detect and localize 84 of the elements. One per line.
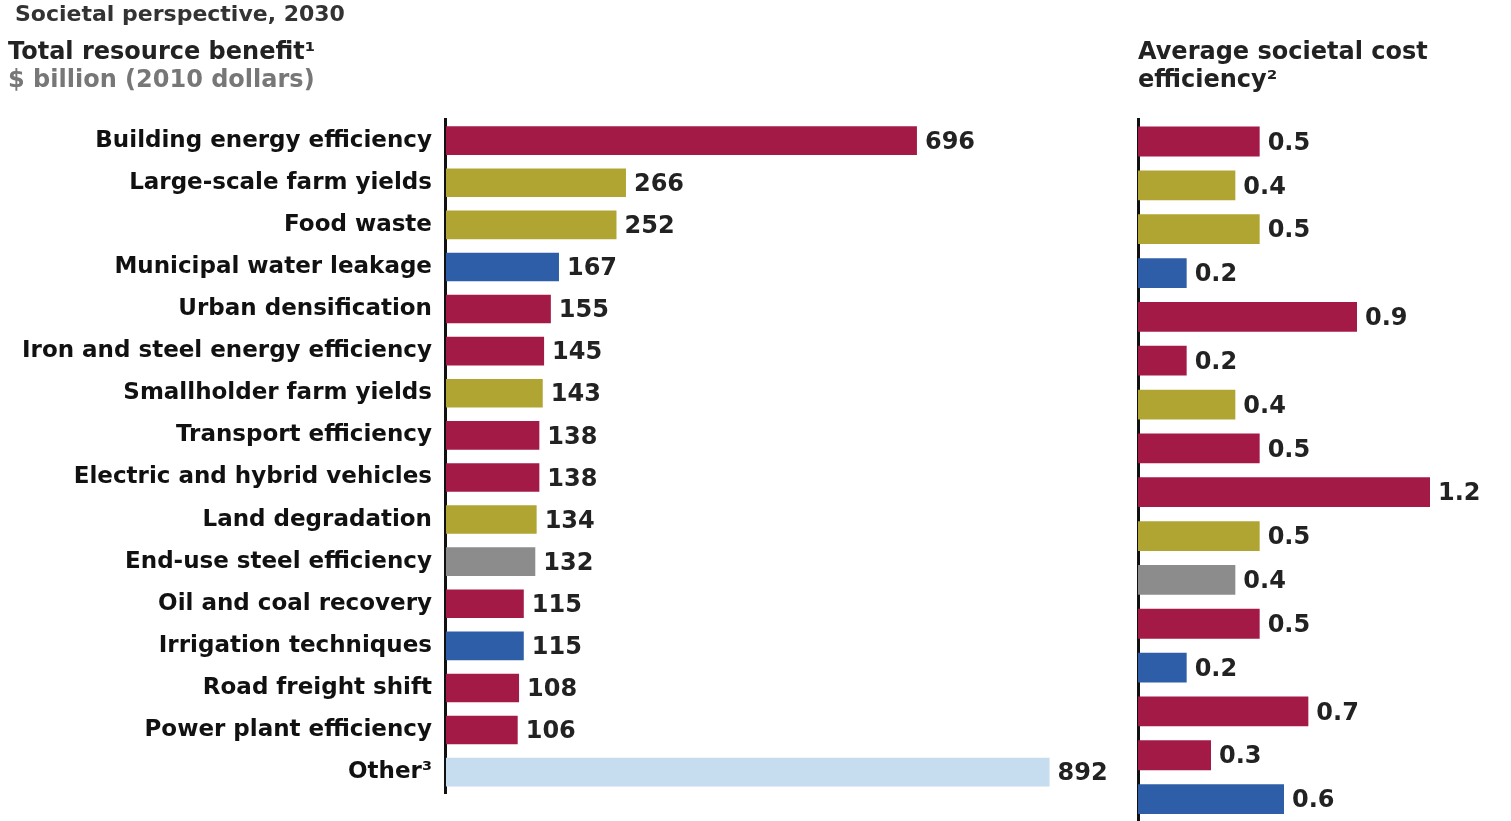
data-label: 696 [924, 126, 976, 155]
data-label: 252 [624, 211, 675, 240]
data-label: 266 [633, 168, 685, 197]
data-label: 0.4 [1243, 566, 1286, 595]
data-label: 0.2 [1194, 346, 1238, 375]
data-label: 1.2 [1438, 478, 1481, 507]
y-tick-label: Transport efficiency [175, 420, 432, 447]
bar [1138, 126, 1260, 157]
bar [1138, 784, 1284, 814]
y-tick-label: Large-scale farm yields [129, 167, 432, 194]
bar [445, 463, 540, 492]
y-tick-label: Smallholder farm yields [123, 378, 432, 405]
data-label: 0.3 [1219, 741, 1262, 770]
y-tick-label: Iron and steel energy efficiency [22, 336, 432, 363]
bar [1138, 477, 1430, 508]
bar [445, 715, 518, 745]
data-label: 134 [544, 505, 595, 534]
data-label: 106 [525, 716, 576, 745]
y-tick-label: Food waste [284, 209, 432, 236]
bar [1138, 301, 1357, 332]
bar [445, 252, 559, 282]
data-label: 145 [552, 337, 603, 366]
bar [445, 126, 917, 155]
y-tick-label: Road freight shift [202, 672, 432, 699]
data-label: 0.5 [1267, 434, 1311, 463]
bar [445, 547, 536, 576]
data-label: 155 [558, 295, 609, 324]
y-tick-label: Irrigation techniques [158, 630, 432, 657]
bar [445, 294, 551, 324]
data-label: 0.9 [1365, 303, 1408, 332]
data-label: 132 [543, 547, 594, 576]
data-label: 138 [547, 463, 598, 492]
data-label: 0.4 [1243, 171, 1286, 200]
data-label: 0.7 [1316, 697, 1359, 726]
data-label: 0.5 [1267, 609, 1311, 638]
data-label: 0.5 [1267, 522, 1311, 551]
data-label: 167 [566, 253, 618, 282]
bar [1138, 696, 1309, 727]
bar [445, 168, 626, 198]
bar [445, 673, 520, 703]
text: Societal perspective, 2030 [15, 0, 345, 26]
bar [1138, 740, 1211, 771]
data-label: 0.6 [1292, 785, 1335, 814]
bar [445, 631, 524, 661]
data-label: 0.5 [1267, 215, 1311, 244]
bar [1138, 433, 1260, 464]
data-label: 138 [547, 421, 598, 450]
data-label: 0.4 [1243, 390, 1286, 419]
y-tick-label: Power plant efficiency [144, 715, 432, 742]
data-label: 108 [527, 674, 578, 703]
bar [1138, 521, 1260, 551]
bar [1138, 214, 1260, 245]
bar [1138, 258, 1187, 288]
bar [445, 421, 540, 450]
y-tick-label: Land degradation [202, 504, 432, 531]
bar [1138, 608, 1260, 639]
bar [445, 336, 545, 366]
bar [1138, 345, 1187, 376]
bar [1138, 652, 1187, 683]
data-label: 0.2 [1194, 653, 1238, 682]
data-label: 143 [550, 379, 601, 408]
y-tick-label: Municipal water leakage [114, 251, 432, 278]
bar [1138, 389, 1236, 420]
data-label: 115 [531, 589, 582, 618]
y-tick-label: Oil and coal recovery [158, 588, 432, 615]
bar [445, 210, 617, 240]
bar [1138, 564, 1236, 595]
bar [445, 505, 537, 534]
text: $ billion (2010 dollars) [8, 65, 315, 94]
y-tick-label: Building energy efficiency [95, 125, 432, 152]
data-label: 0.5 [1267, 127, 1311, 156]
chart-title: Average societal cost efficiency² [1138, 36, 1428, 94]
y-tick-label: Other³ [348, 757, 432, 784]
bar [445, 757, 1050, 787]
data-label: 115 [531, 632, 582, 661]
text: Total resource benefit¹ [8, 36, 316, 65]
data-label: 0.2 [1194, 259, 1238, 288]
bar [445, 378, 543, 408]
bar [1138, 170, 1236, 201]
y-tick-label: Electric and hybrid vehicles [73, 462, 432, 489]
y-tick-label: Urban densification [178, 294, 432, 321]
data-label: 892 [1057, 758, 1108, 787]
y-tick-label: End-use steel efficiency [125, 546, 432, 573]
bar [445, 589, 524, 619]
